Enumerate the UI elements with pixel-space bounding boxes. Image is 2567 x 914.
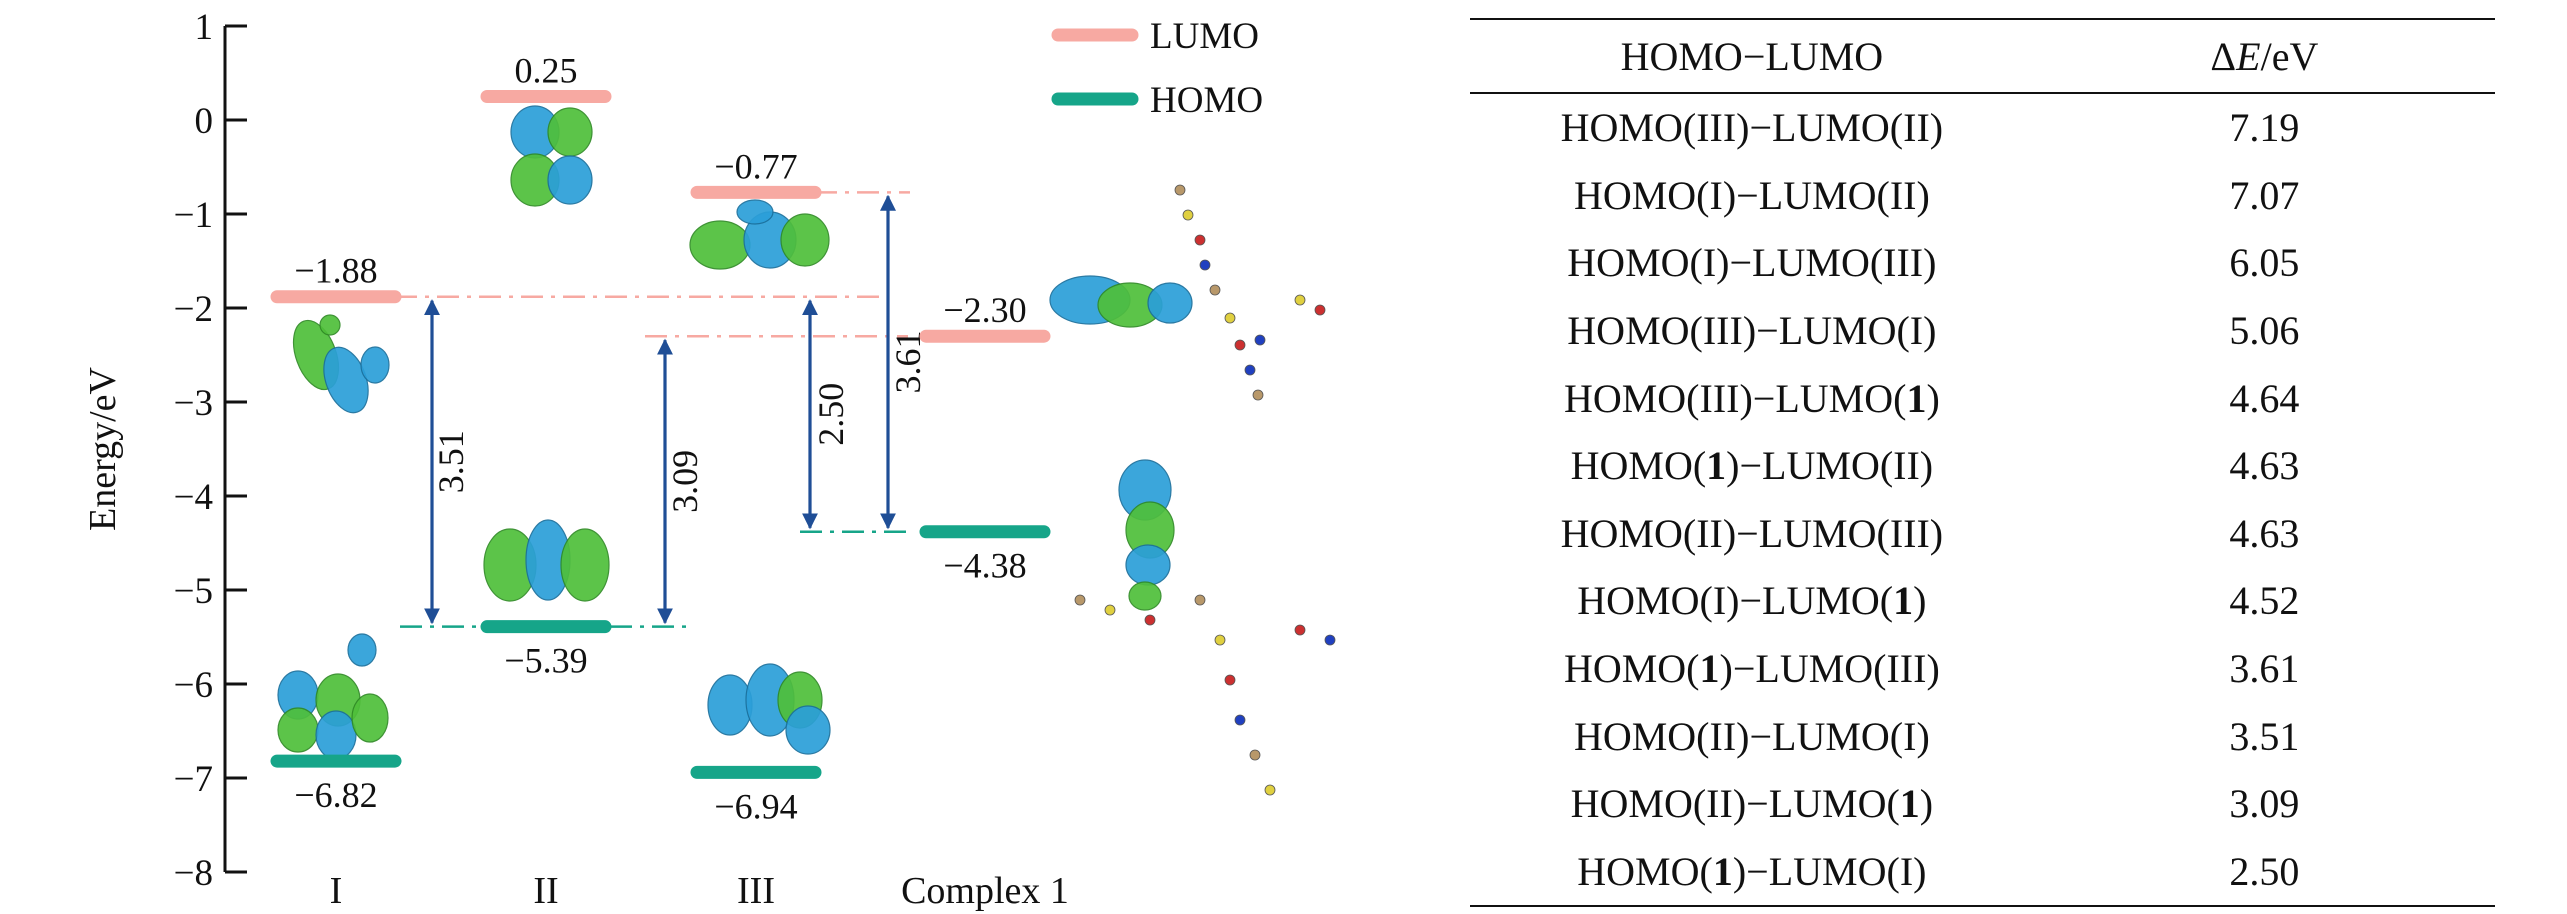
orbital-icon-complex-homo xyxy=(1118,459,1175,611)
delta-e-cell: 4.64 xyxy=(2229,375,2300,421)
y-tick-label: −5 xyxy=(174,571,213,612)
pair-cell: HOMO(I)−LUMO(1) xyxy=(1577,578,1927,624)
homo-value-label: −6.82 xyxy=(294,775,377,815)
homo-value-label: −4.38 xyxy=(943,546,1026,586)
header-delta-e: ΔE/eV xyxy=(2210,33,2319,79)
y-axis-label: Energy/eV xyxy=(82,366,124,530)
delta-e-cell: 6.05 xyxy=(2229,240,2300,286)
delta-e-cell: 3.61 xyxy=(2229,646,2300,692)
homo-lumo-gap-table: HOMO−LUMO ΔE/eV HOMO(III)−LUMO(II) 7.19 HO… xyxy=(1470,18,2495,907)
homo-value-label: −5.39 xyxy=(504,641,587,681)
table-body: HOMO(III)−LUMO(II) 7.19 HOMO(I)−LUMO(II) 7.… xyxy=(1470,93,2495,907)
table-row: HOMO(III)−LUMO(II) 7.19 xyxy=(1470,93,2495,162)
table-row: HOMO(III)−LUMO(I) 5.06 xyxy=(1470,297,2495,365)
table-row: HOMO(II)−LUMO(I) 3.51 xyxy=(1470,702,2495,770)
y-tick-label: −3 xyxy=(174,383,213,424)
delta-e-cell: 3.09 xyxy=(2229,781,2300,827)
x-category-label: II xyxy=(533,870,558,912)
table-row: HOMO(I)−LUMO(1) 4.52 xyxy=(1470,567,2495,635)
x-category-label: III xyxy=(737,870,775,912)
delta-e-cell: 7.19 xyxy=(2229,105,2300,151)
pair-cell: HOMO(III)−LUMO(II) xyxy=(1560,105,1944,151)
table-row: HOMO(1)−LUMO(III) 3.61 xyxy=(1470,635,2495,703)
orbital-icon-II-lumo xyxy=(510,105,593,207)
gap-table-container: HOMO−LUMO ΔE/eV HOMO(III)−LUMO(II) 7.19 HO… xyxy=(1470,18,2495,907)
table-row: HOMO(I)−LUMO(II) 7.07 xyxy=(1470,162,2495,230)
legend-label: HOMO xyxy=(1150,80,1263,121)
pair-cell: HOMO(I)−LUMO(II) xyxy=(1573,172,1930,218)
delta-e-cell: 3.51 xyxy=(2229,713,2300,759)
pair-cell: HOMO(I)−LUMO(III) xyxy=(1567,240,1937,286)
orbital-icon-II-homo xyxy=(483,519,610,602)
orbital-icon-complex-lumo xyxy=(1049,275,1193,328)
table-row: HOMO(III)−LUMO(1) 4.64 xyxy=(1470,364,2495,432)
table-row: HOMO(1)−LUMO(II) 4.63 xyxy=(1470,432,2495,500)
delta-e-cell: 4.52 xyxy=(2229,578,2300,624)
table-row: HOMO(I)−LUMO(III) 6.05 xyxy=(1470,229,2495,297)
pair-cell: HOMO(II)−LUMO(1) xyxy=(1570,781,1934,827)
pair-cell: HOMO(1)−LUMO(I) xyxy=(1577,848,1927,894)
y-tick-label: 1 xyxy=(195,7,214,48)
y-tick-label: −6 xyxy=(174,665,213,706)
gap-label: 3.09 xyxy=(665,450,705,513)
table-row: HOMO(II)−LUMO(1) 3.09 xyxy=(1470,770,2495,838)
molecule-structure-icon xyxy=(1074,184,1336,796)
delta-e-cell: 4.63 xyxy=(2229,510,2300,556)
orbital-icon-III-lumo xyxy=(689,199,830,270)
lumo-value-label: −0.77 xyxy=(714,146,797,186)
table-header-row: HOMO−LUMO ΔE/eV xyxy=(1470,19,2495,93)
x-category-label: I xyxy=(330,870,343,912)
pair-cell: HOMO(1)−LUMO(II) xyxy=(1570,443,1934,489)
orbital-icon-III-homo xyxy=(707,663,831,755)
homo-value-label: −6.94 xyxy=(714,786,797,826)
pair-cell: HOMO(III)−LUMO(I) xyxy=(1567,308,1937,354)
y-tick-label: −4 xyxy=(174,477,213,518)
y-tick-label: −2 xyxy=(174,289,213,330)
delta-e-cell: 7.07 xyxy=(2229,172,2300,218)
pair-cell: HOMO(III)−LUMO(1) xyxy=(1563,375,1940,421)
gap-label: 3.51 xyxy=(431,430,471,493)
lumo-value-label: 0.25 xyxy=(515,51,578,91)
delta-e-cell: 5.06 xyxy=(2229,308,2300,354)
gap-label: 2.50 xyxy=(811,383,851,446)
orbital-icon-I-homo xyxy=(277,633,389,760)
table-row: HOMO(II)−LUMO(III) 4.63 xyxy=(1470,500,2495,568)
x-category-label: Complex 1 xyxy=(901,870,1069,912)
pair-cell: HOMO(II)−LUMO(III) xyxy=(1560,510,1944,556)
y-tick-label: −7 xyxy=(174,759,213,800)
lumo-value-label: −2.30 xyxy=(943,290,1026,330)
legend-label: LUMO xyxy=(1150,16,1259,57)
pair-cell: HOMO(1)−LUMO(III) xyxy=(1563,646,1940,692)
y-tick-label: −1 xyxy=(174,195,213,236)
table-row: HOMO(1)−LUMO(I) 2.50 xyxy=(1470,838,2495,907)
orbital-icon-I-lumo xyxy=(292,314,390,414)
delta-e-cell: 2.50 xyxy=(2229,848,2300,894)
header-homo-lumo: HOMO−LUMO xyxy=(1620,33,1884,79)
pair-cell: HOMO(II)−LUMO(I) xyxy=(1573,713,1930,759)
y-tick-label: −8 xyxy=(174,853,213,894)
delta-e-cell: 4.63 xyxy=(2229,443,2300,489)
y-tick-label: 0 xyxy=(195,101,214,142)
gap-label: 3.61 xyxy=(888,331,928,394)
lumo-value-label: −1.88 xyxy=(294,251,377,291)
